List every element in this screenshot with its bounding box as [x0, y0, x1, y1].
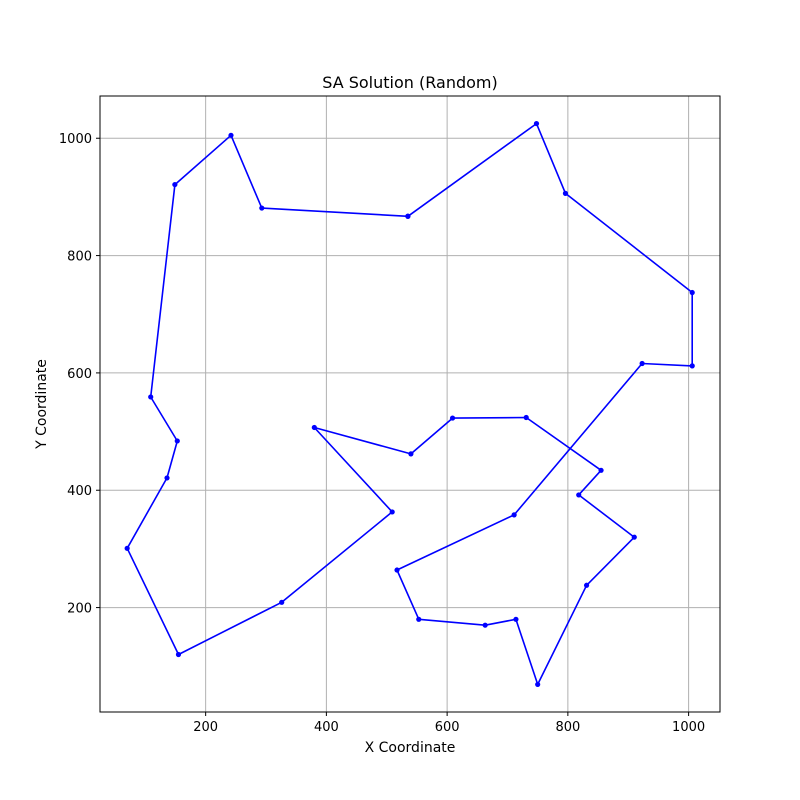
city-point [639, 360, 645, 367]
city-point [174, 438, 180, 444]
city-point [583, 582, 590, 588]
city-point [228, 132, 234, 138]
x-tick-label: 200 [193, 720, 218, 735]
city-point [523, 414, 529, 421]
chart-title: SA Solution (Random) [322, 73, 497, 92]
city-point [389, 509, 395, 515]
y-tick-label: 600 [67, 367, 92, 382]
city-point [533, 120, 540, 127]
city-point [513, 616, 519, 622]
city-point [175, 651, 182, 658]
city-point [416, 616, 422, 622]
city-point [511, 512, 517, 518]
x-axis-label: X Coordinate [365, 740, 456, 756]
city-point [259, 205, 265, 211]
x-tick-label: 1000 [672, 720, 705, 735]
axis-ticks: 200 400 600 800 1000 200 400 600 800 1000 [59, 132, 705, 735]
city-point [631, 534, 637, 540]
city-point [535, 681, 541, 688]
city-point [449, 415, 456, 421]
y-axis-label: Y Coordinate [34, 359, 50, 450]
city-point [172, 181, 178, 188]
city-point [279, 599, 285, 605]
y-tick-label: 800 [67, 250, 92, 265]
city-point [148, 394, 154, 400]
series-route [124, 120, 695, 688]
city-point [405, 213, 411, 219]
city-point [689, 363, 695, 369]
y-tick-label: 200 [67, 602, 92, 617]
city-point [562, 190, 569, 196]
city-point [394, 567, 400, 573]
city-point [408, 451, 414, 457]
city-point [311, 424, 317, 431]
city-point [598, 467, 604, 473]
x-tick-label: 600 [435, 720, 460, 735]
city-point [576, 492, 582, 498]
city-point [164, 475, 170, 481]
plot-frame [99, 95, 721, 713]
x-tick-label: 800 [555, 720, 580, 735]
y-tick-label: 400 [67, 484, 92, 499]
x-tick-label: 400 [314, 720, 339, 735]
grid [100, 96, 720, 712]
city-point [689, 289, 695, 296]
city-point [124, 545, 130, 551]
city-point [482, 622, 488, 628]
y-tick-label: 1000 [59, 132, 92, 147]
